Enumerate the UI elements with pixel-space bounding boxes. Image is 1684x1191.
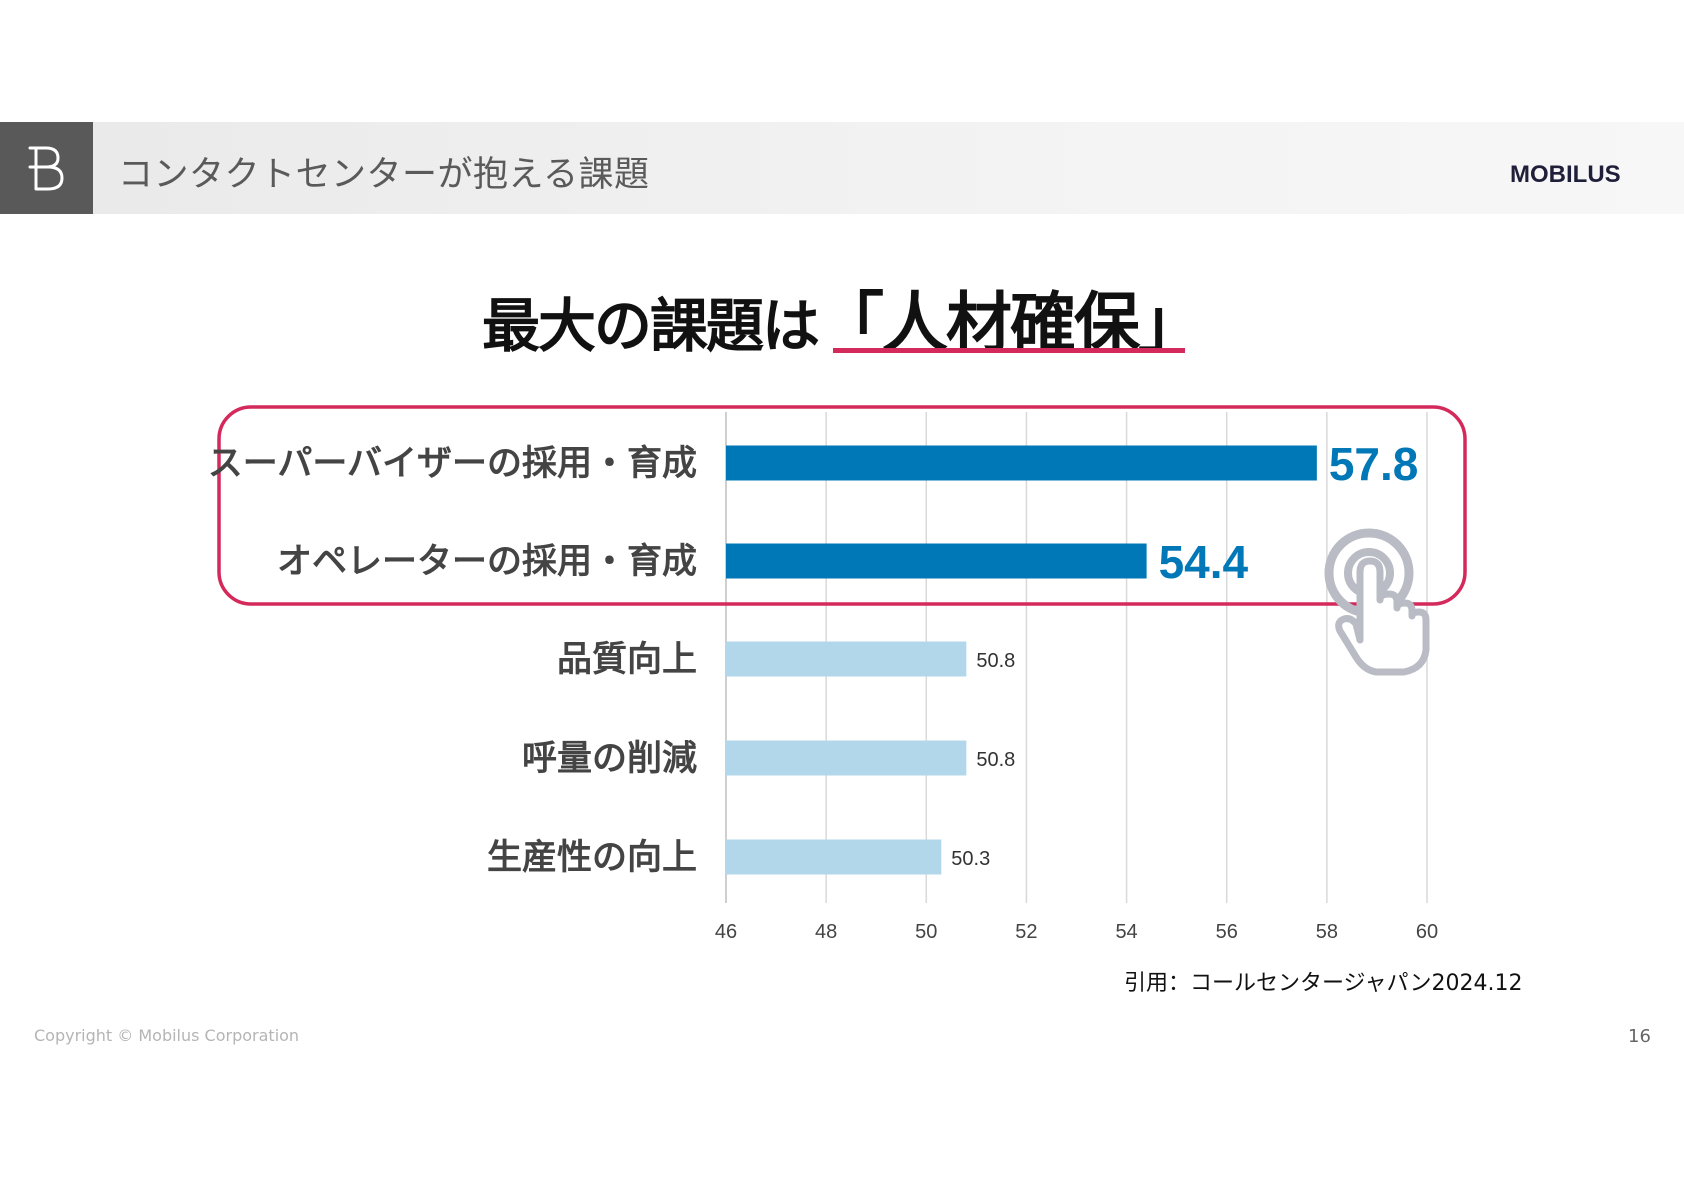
bar bbox=[726, 543, 1147, 579]
source-citation: 引用：コールセンタージャパン2024.12 bbox=[1124, 971, 1523, 996]
b-letter-icon bbox=[28, 146, 64, 191]
category-label: 生産性の向上 bbox=[487, 838, 697, 878]
data-label: 50.8 bbox=[976, 749, 1015, 771]
brand-logo: MOBILUS bbox=[1510, 161, 1621, 188]
data-label: 50.8 bbox=[976, 650, 1015, 672]
category-label: 品質向上 bbox=[557, 640, 697, 680]
brand-logo-text: MOBILUS bbox=[1510, 161, 1621, 188]
x-tick-label: 50 bbox=[915, 921, 937, 943]
section-badge bbox=[0, 122, 93, 214]
x-tick-label: 56 bbox=[1216, 921, 1238, 943]
headline-underline bbox=[833, 348, 1185, 353]
copyright: Copyright © Mobilus Corporation bbox=[34, 1026, 300, 1045]
data-label: 57.8 bbox=[1329, 438, 1419, 490]
x-tick-label: 58 bbox=[1316, 921, 1338, 943]
bar bbox=[726, 740, 967, 776]
headline-prefix: 最大の課題は bbox=[481, 292, 820, 360]
x-tick-label: 46 bbox=[715, 921, 737, 943]
category-label: スーパーバイザーの採用・育成 bbox=[208, 444, 697, 484]
bar bbox=[726, 839, 942, 875]
x-tick-label: 48 bbox=[815, 921, 837, 943]
data-label: 54.4 bbox=[1159, 536, 1249, 588]
bar bbox=[726, 445, 1317, 481]
pointer-hand-icon bbox=[1324, 528, 1430, 676]
x-tick-label: 52 bbox=[1015, 921, 1037, 943]
category-label: 呼量の削減 bbox=[522, 739, 697, 779]
highlight-frame bbox=[217, 405, 1467, 606]
category-label: オペレーターの採用・育成 bbox=[277, 542, 697, 582]
data-label: 50.3 bbox=[951, 848, 990, 870]
bar bbox=[726, 641, 967, 677]
header-bar bbox=[0, 122, 1684, 214]
x-tick-label: 54 bbox=[1115, 921, 1137, 943]
page-title: コンタクトセンターが抱える課題 bbox=[118, 155, 650, 195]
page-number: 16 bbox=[1628, 1026, 1651, 1047]
x-tick-label: 60 bbox=[1416, 921, 1438, 943]
